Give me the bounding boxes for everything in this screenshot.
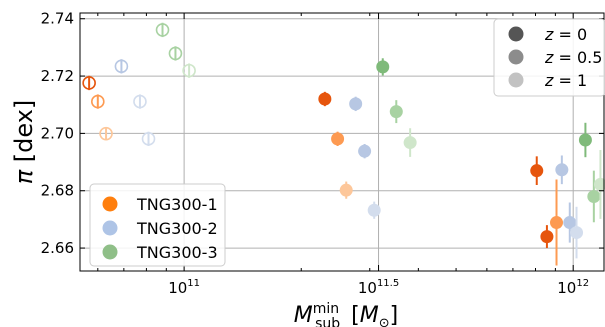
point-marker-open: [99, 126, 113, 141]
data-point: [182, 63, 196, 78]
point-marker: [550, 216, 564, 230]
point-marker: [403, 136, 417, 150]
point-marker: [578, 133, 592, 147]
point-marker: [540, 230, 554, 244]
point-marker: [555, 163, 569, 177]
legend-simulations-box: [89, 183, 226, 267]
y-tick-label: 2.70: [41, 124, 74, 142]
point-marker: [349, 97, 363, 111]
y-tick-label: 2.68: [41, 182, 74, 200]
data-point: [114, 59, 129, 74]
data-point: [593, 150, 605, 219]
legend-label: z = 1: [544, 71, 587, 90]
point-marker-open: [155, 23, 170, 37]
point-marker-open: [182, 63, 196, 78]
legend-simulations: TNG300-1 TNG300-2 TNG300-3: [89, 183, 226, 267]
y-axis-label: π [dex]: [10, 100, 38, 185]
point-marker: [339, 183, 353, 197]
data-point: [376, 58, 390, 76]
data-point: [133, 94, 147, 109]
point-marker-open: [91, 94, 105, 109]
point-marker: [358, 144, 372, 158]
legend-label: TNG300-1: [136, 195, 218, 214]
point-marker-open: [141, 132, 156, 146]
data-point: [570, 206, 584, 259]
point-marker: [587, 189, 601, 203]
x-tick-label: 1011: [168, 278, 200, 297]
data-point: [389, 100, 403, 124]
point-marker: [376, 60, 390, 74]
data-point: [349, 96, 363, 112]
point-marker-open: [133, 94, 147, 109]
legend-label: z = 0.5: [544, 48, 602, 67]
data-point: [358, 144, 372, 159]
x-tick-label: 1012: [557, 278, 589, 297]
data-point: [578, 122, 592, 158]
data-point: [155, 22, 170, 38]
data-point: [550, 179, 564, 266]
data-point: [530, 156, 544, 185]
point-marker: [530, 164, 544, 178]
data-point: [563, 202, 577, 243]
plot-frame: [79, 12, 605, 272]
y-tick-label: 2.72: [41, 67, 74, 85]
legend-label: TNG300-3: [136, 243, 218, 262]
legend-marker: [102, 220, 118, 236]
legend-redshift: z = 0 z = 0.5 z = 1: [493, 18, 605, 97]
y-tick-label: 2.74: [41, 10, 74, 28]
point-marker: [593, 177, 605, 191]
data-point: [555, 155, 569, 185]
data-point: [318, 91, 332, 107]
legend-label: TNG300-2: [136, 219, 218, 238]
data-point: [168, 46, 183, 61]
point-marker: [331, 132, 345, 146]
data-point: [587, 170, 601, 223]
y-tick-label: 2.66: [41, 239, 74, 257]
x-axis-label: Mmin sub [M⊙]: [294, 301, 399, 327]
data-point: [82, 75, 96, 91]
point-marker: [563, 216, 577, 230]
point-marker-open: [114, 59, 129, 74]
point-marker: [367, 203, 381, 217]
data-point: [339, 181, 353, 199]
legend-marker: [102, 244, 118, 260]
legend-marker: [508, 72, 524, 88]
data-point: [540, 225, 554, 249]
data-point: [331, 131, 345, 147]
point-marker-open: [168, 46, 183, 61]
x-tick-label: 1011.5: [358, 278, 399, 297]
point-marker-open: [82, 76, 96, 90]
legend-marker: [508, 26, 524, 42]
data-points: [82, 22, 605, 266]
point-marker: [318, 92, 332, 106]
legend-marker: [102, 196, 118, 212]
point-marker: [389, 105, 403, 119]
data-point: [367, 201, 381, 219]
legend-marker: [508, 49, 524, 65]
point-marker: [570, 226, 584, 240]
legend-label: z = 0: [544, 25, 587, 44]
data-point: [99, 126, 113, 141]
data-point: [141, 131, 156, 147]
data-point: [91, 94, 105, 109]
data-point: [403, 128, 417, 157]
axis-ticks: 2.66 2.68 2.70 2.72 2.74 1011 1011.5 1012: [41, 10, 604, 297]
